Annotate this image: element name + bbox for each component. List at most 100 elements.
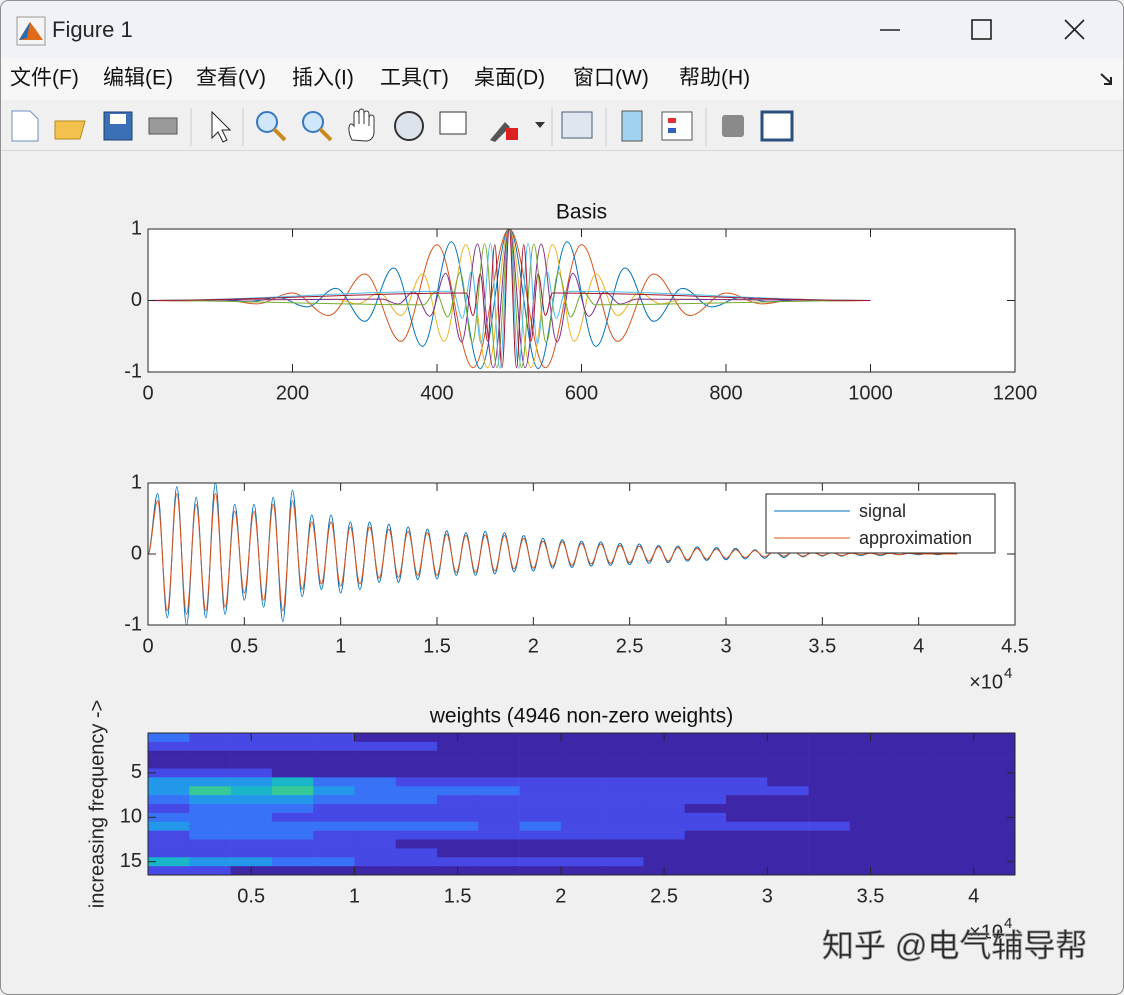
heatmap-cell (437, 857, 479, 867)
heatmap-cell (643, 804, 686, 814)
heatmap-cell (437, 839, 479, 849)
maximize-button[interactable] (971, 19, 992, 40)
heatmap-cell (313, 830, 355, 840)
pan-icon[interactable] (348, 108, 375, 142)
menu-item[interactable]: 插入(I) (292, 67, 354, 90)
heatmap-cell (932, 839, 975, 849)
heatmap-cell (313, 804, 355, 814)
heatmap-cell (643, 777, 686, 787)
heatmap-cell (148, 866, 190, 876)
heatmap-cell (726, 795, 768, 805)
heatmap-cell (271, 812, 314, 823)
zoom-out-icon[interactable] (302, 111, 324, 133)
heatmap-cell (395, 839, 438, 849)
hide-tools-icon[interactable] (722, 115, 744, 137)
heatmap-cell (767, 795, 809, 805)
x-tick-label: 1000 (848, 382, 893, 404)
menu-item[interactable]: 工具(T) (380, 67, 449, 90)
heatmap-cell (560, 795, 603, 805)
heatmap-cell (395, 759, 438, 769)
menu-item[interactable]: 编辑(E) (103, 67, 173, 90)
heatmap-cell (560, 759, 603, 769)
print-icon[interactable] (148, 117, 178, 135)
title-bar (1, 1, 1123, 58)
heatmap-cell (602, 839, 644, 849)
heatmap-cell (932, 848, 975, 858)
heatmap-cell (478, 759, 520, 769)
y-tick-label: 0 (131, 542, 142, 564)
axes-background (148, 229, 1015, 372)
chart-title: weights (4946 non-zero weights) (429, 705, 734, 728)
heatmap-cell (395, 795, 438, 805)
heatmap-cell (684, 733, 727, 743)
heatmap-cell (684, 866, 727, 876)
heatmap-cell (230, 839, 273, 849)
heatmap-cell (189, 857, 231, 867)
heatmap-cell (478, 804, 520, 814)
heatmap-cell (230, 750, 273, 760)
dock-figure-icon[interactable] (760, 110, 794, 142)
x-tick-label: 2 (528, 635, 539, 657)
heatmap-cell (148, 812, 190, 823)
zoom-in-handle (272, 127, 287, 142)
colorbar-icon[interactable] (621, 110, 643, 142)
heatmap-cell (189, 741, 231, 752)
menu-item[interactable]: 文件(F) (10, 67, 79, 90)
heatmap-cell (602, 848, 644, 858)
rotate-icon[interactable] (394, 111, 424, 141)
heatmap-cell (808, 866, 851, 876)
menu-item[interactable]: 窗口(W) (573, 67, 649, 90)
new-icon[interactable] (11, 110, 39, 142)
heatmap-cell (684, 804, 727, 814)
heatmap-cell (726, 733, 768, 743)
x-tick-label: 0.5 (237, 885, 265, 907)
datatip-icon[interactable] (439, 111, 467, 135)
heatmap-cell (478, 830, 520, 840)
dock-arrow[interactable] (1100, 73, 1112, 85)
heatmap-cell (271, 741, 314, 752)
heatmap-cell (684, 812, 727, 823)
heatmap-cell (726, 759, 768, 769)
heatmap-cell (560, 812, 603, 823)
zoom-out-handle (318, 127, 333, 142)
menu-item[interactable]: 帮助(H) (679, 67, 750, 90)
close-button[interactable] (1064, 19, 1085, 40)
zoom-in-icon[interactable] (256, 111, 278, 133)
menu-item[interactable]: 查看(V) (196, 67, 266, 90)
heatmap-cell (602, 777, 644, 787)
heatmap-cell (519, 733, 562, 743)
heatmap-cell (891, 768, 933, 778)
heatmap-cell (230, 777, 273, 787)
heatmap-cell (189, 768, 231, 778)
heatmap-cell (313, 786, 355, 796)
heatmap-cell (519, 839, 562, 849)
heatmap-cell (189, 839, 231, 849)
heatmap-cell (684, 839, 727, 849)
open-icon[interactable] (54, 120, 86, 140)
heatmap-cell (354, 733, 397, 743)
brush-icon[interactable] (490, 122, 510, 142)
heatmap-cell (478, 741, 520, 752)
heatmap-cell (519, 830, 562, 840)
heatmap-cell (643, 795, 686, 805)
heatmap-cell (726, 741, 768, 752)
x-tick-label: 800 (709, 382, 742, 404)
dropdown-arrow[interactable] (535, 122, 545, 128)
legend-icon[interactable] (661, 111, 693, 141)
heatmap-cell (643, 768, 686, 778)
link-icon[interactable] (561, 111, 593, 139)
heatmap-cell (437, 786, 479, 796)
heatmap-cell (808, 857, 851, 867)
heatmap-cell (684, 786, 727, 796)
heatmap-cell (189, 812, 231, 823)
heatmap-cell (684, 768, 727, 778)
heatmap-cell (891, 795, 933, 805)
pointer-icon[interactable] (211, 110, 232, 143)
heatmap-cell (437, 741, 479, 752)
heatmap-cell (849, 804, 892, 814)
heatmap-cell (313, 857, 355, 867)
heatmap-cell (643, 812, 686, 823)
heatmap-cell (726, 839, 768, 849)
menu-item[interactable]: 桌面(D) (474, 67, 545, 90)
